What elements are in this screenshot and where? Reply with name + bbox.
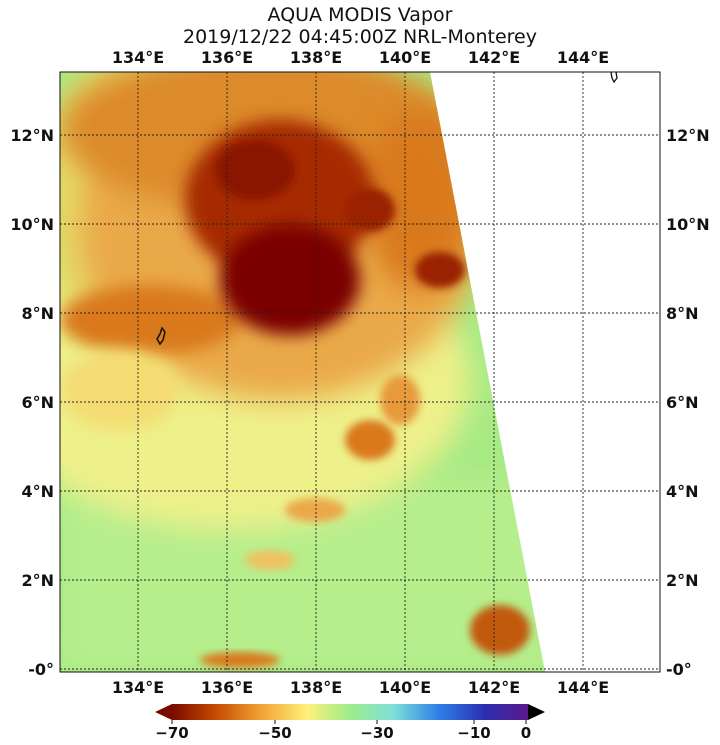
lat-label-left-4: 4°N [21, 482, 54, 501]
plot-frame [59, 71, 661, 673]
lat-label-right-2: 2°N [666, 571, 699, 590]
lat-label-right-12: 12°N [666, 126, 710, 145]
vapor-imagery [60, 72, 545, 672]
lat-label-left-12: 12°N [10, 126, 54, 145]
lon-label-bottom-140: 140°E [379, 678, 431, 697]
lat-label-left-0: -0° [28, 660, 54, 679]
lat-label-right-6: 6°N [666, 393, 699, 412]
lat-label-right-0: -0° [666, 660, 692, 679]
colorbar: −70 −50 −30 −10 0 [155, 704, 545, 742]
lon-label-top-144: 144°E [557, 48, 609, 67]
colorbar-label-minus10: −10 [457, 724, 490, 742]
colorbar-gradient [172, 704, 528, 720]
lat-label-left-2: 2°N [21, 571, 54, 590]
lat-label-left-8: 8°N [21, 304, 54, 323]
colorbar-left-arrow [155, 704, 172, 720]
island-coastline-2 [610, 71, 618, 84]
colorbar-label-minus70: −70 [155, 724, 188, 742]
grid [60, 72, 660, 672]
lon-label-top-140: 140°E [379, 48, 431, 67]
title-line-1: AQUA MODIS Vapor [267, 4, 453, 26]
colorbar-label-minus30: −30 [360, 724, 393, 742]
island-coastline [156, 326, 166, 346]
colorbar-label-0: 0 [521, 724, 531, 742]
lon-label-top-142: 142°E [468, 48, 520, 67]
lon-label-bottom-144: 144°E [557, 678, 609, 697]
lon-label-top-134: 134°E [112, 48, 164, 67]
lat-label-left-10: 10°N [10, 215, 54, 234]
lon-label-top-138: 138°E [290, 48, 342, 67]
colorbar-right-arrow [528, 704, 545, 720]
title-line-2: 2019/12/22 04:45:00Z NRL-Monterey [183, 26, 537, 48]
colorbar-label-minus50: −50 [258, 724, 291, 742]
lat-label-right-4: 4°N [666, 482, 699, 501]
lat-label-left-6: 6°N [21, 393, 54, 412]
lon-label-bottom-138: 138°E [290, 678, 342, 697]
lat-label-right-8: 8°N [666, 304, 699, 323]
lon-label-bottom-136: 136°E [201, 678, 253, 697]
lat-label-right-10: 10°N [666, 215, 710, 234]
lon-label-top-136: 136°E [201, 48, 253, 67]
lon-label-bottom-142: 142°E [468, 678, 520, 697]
lon-label-bottom-134: 134°E [112, 678, 164, 697]
